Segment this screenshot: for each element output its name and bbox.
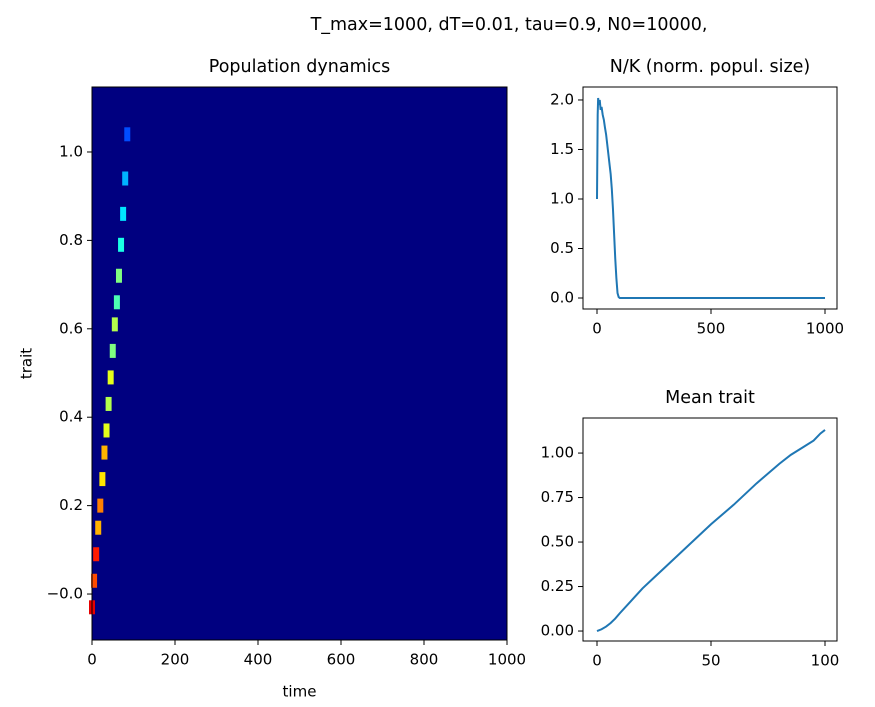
y-tick-label: 1.5 [550, 140, 574, 158]
heatmap-cell [109, 343, 116, 358]
heatmap-cell [93, 547, 100, 562]
y-tick-label: 0.2 [59, 496, 83, 514]
heatmap-cell [107, 370, 114, 385]
axes-title: Population dynamics [209, 57, 390, 77]
x-tick-label: 0 [592, 320, 602, 338]
y-tick-label: 0.75 [541, 488, 574, 506]
axes-title: N/K (norm. popul. size) [610, 57, 810, 77]
axes-frame [582, 417, 838, 642]
y-tick-label: 0.8 [59, 231, 83, 249]
x-tick-label: 1000 [488, 651, 526, 669]
x-tick-label: 0 [592, 652, 602, 670]
axes-title: Mean trait [665, 388, 755, 408]
y-tick-label: 0.00 [541, 622, 574, 640]
axes-frame [91, 86, 508, 641]
heatmap-cell [113, 295, 120, 310]
y-tick-label: 0.0 [550, 289, 574, 307]
heatmap-cell [111, 317, 118, 332]
x-tick-label: 100 [811, 652, 840, 670]
x-tick-label: 400 [244, 651, 273, 669]
heatmap-cell [95, 520, 102, 535]
x-tick-label: 50 [701, 652, 720, 670]
x-axis-label: time [283, 683, 317, 701]
data-line [596, 429, 826, 632]
heatmap-cell [120, 206, 127, 221]
y-axis-label: trait [18, 348, 36, 379]
x-tick-label: 200 [161, 651, 190, 669]
data-line [596, 97, 826, 300]
heatmap-cell [101, 445, 108, 460]
x-tick-label: 0 [87, 651, 97, 669]
heatmap-cell [99, 472, 106, 487]
heatmap-cell [122, 171, 129, 186]
x-tick-label: 500 [697, 320, 726, 338]
y-tick-label: 1.00 [541, 444, 574, 462]
y-tick-label: 0.5 [550, 239, 574, 257]
heatmap-cell [91, 573, 98, 588]
x-tick-label: 1000 [806, 320, 844, 338]
axes-frame [582, 86, 838, 310]
y-tick-label: 0.6 [59, 319, 83, 337]
heatmap-cell [105, 396, 112, 411]
x-tick-label: 600 [327, 651, 356, 669]
y-tick-label: 0.4 [59, 408, 83, 426]
y-tick-label: 1.0 [550, 189, 574, 207]
heatmap-cell [124, 127, 131, 142]
heatmap-cell [115, 268, 122, 283]
y-tick-label: −0.0 [47, 585, 83, 603]
heatmap-cell [118, 237, 125, 252]
heatmap-background [92, 87, 507, 640]
heatmap-cell [97, 498, 104, 513]
figure-title: T_max=1000, dT=0.01, tau=0.9, N0=10000, [310, 15, 708, 35]
y-tick-label: 2.0 [550, 90, 574, 108]
y-tick-label: 1.0 [59, 142, 83, 160]
y-tick-label: 0.50 [541, 533, 574, 551]
x-tick-label: 800 [410, 651, 439, 669]
heatmap-cell [103, 423, 110, 438]
y-tick-label: 0.25 [541, 577, 574, 595]
